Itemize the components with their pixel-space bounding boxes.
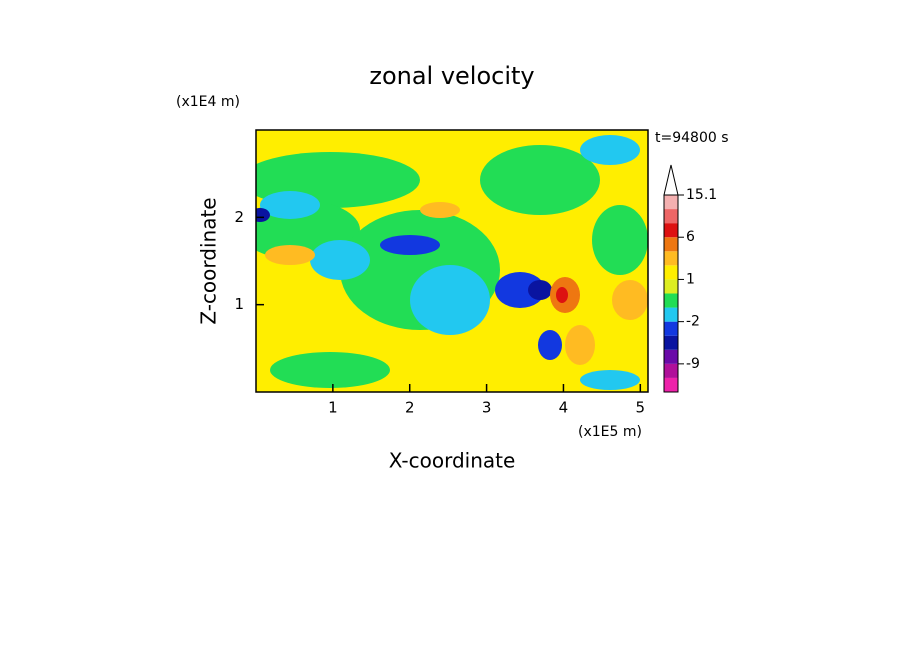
colorbar-segment — [664, 209, 678, 224]
x-axis-title: X-coordinate — [389, 449, 516, 473]
x-tick-label: 1 — [328, 399, 338, 417]
colorbar-frame — [663, 194, 679, 393]
x-tick-label: 3 — [482, 399, 492, 417]
contour-field — [256, 130, 648, 392]
time-label: t=94800 s — [655, 130, 729, 146]
colorbar-label: -2 — [686, 314, 700, 330]
colorbar-segment — [664, 307, 678, 322]
colorbar-segment — [664, 321, 678, 336]
x-tick-label: 2 — [405, 399, 415, 417]
colorbar-segment — [664, 223, 678, 238]
y-unit: (x1E4 m) — [176, 94, 240, 110]
colorbar-label: 1 — [686, 271, 695, 287]
colorbar-segment — [664, 293, 678, 308]
x-unit: (x1E5 m) — [578, 424, 642, 440]
colorbar-label: 6 — [686, 229, 695, 245]
colorbar-segment — [664, 237, 678, 252]
colorbar-segment — [664, 349, 678, 364]
colorbar-label: 15.1 — [686, 187, 717, 203]
colorbar-segment — [664, 377, 678, 392]
colorbar-segment — [664, 335, 678, 350]
colorbar-extend — [663, 164, 679, 196]
colorbar-segment — [664, 363, 678, 378]
y-tick-label: 1 — [234, 295, 244, 313]
x-tick-label: 4 — [559, 399, 569, 417]
plot-frame — [255, 129, 649, 393]
colorbar-segment — [664, 251, 678, 266]
colorbar-segment — [664, 279, 678, 294]
chart-title: zonal velocity — [369, 62, 534, 90]
colorbar-segment — [664, 195, 678, 210]
x-tick-label: 5 — [636, 399, 646, 417]
y-axis-title: Z-coordinate — [197, 197, 221, 324]
y-tick-label: 2 — [234, 208, 244, 226]
colorbar-label: -9 — [686, 356, 700, 372]
colorbar-segment — [664, 265, 678, 280]
